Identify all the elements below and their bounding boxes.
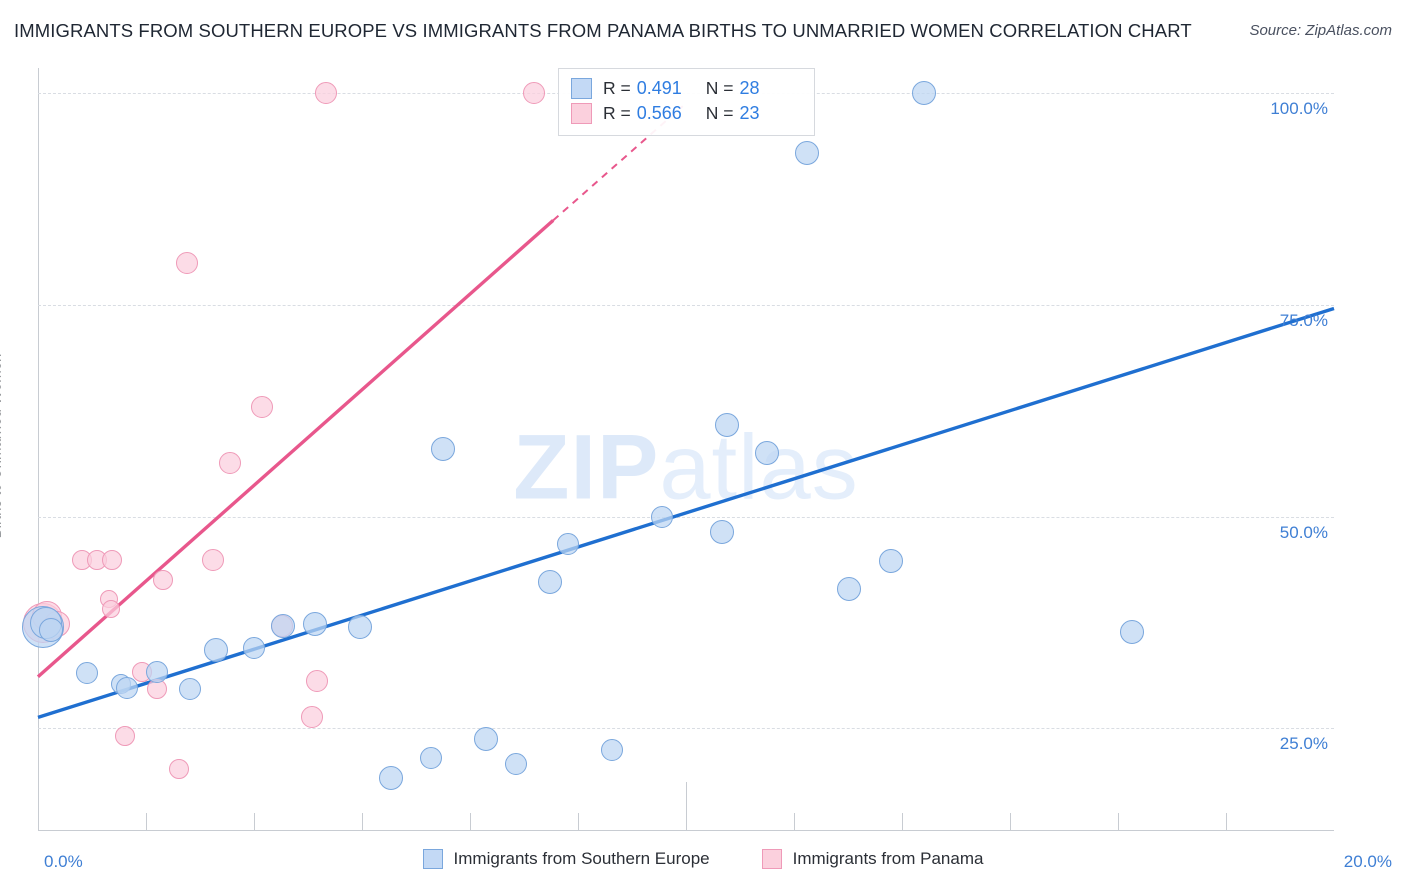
legend-label-panama: Immigrants from Panama: [792, 849, 984, 868]
data-point-southern-europe[interactable]: [1119, 619, 1144, 644]
stats-n-value: 28: [739, 78, 760, 98]
correlation-stats-box: R = 0.491 N = 28 R = 0.566 N = 23: [558, 68, 815, 136]
data-point-panama[interactable]: [250, 395, 273, 418]
y-axis-line: [38, 68, 39, 830]
data-point-southern-europe[interactable]: [420, 747, 443, 770]
data-point-southern-europe[interactable]: [651, 505, 674, 528]
stats-swatch-pink-icon: [571, 103, 592, 124]
data-point-southern-europe[interactable]: [504, 752, 527, 775]
trend-lines: [36, 105, 1335, 720]
legend-label-southern-europe: Immigrants from Southern Europe: [453, 849, 710, 868]
x-axis-tick: [1226, 813, 1227, 830]
stats-row: R = 0.491 N = 28: [571, 76, 804, 101]
trend-line-panama: [36, 219, 555, 679]
data-point-southern-europe[interactable]: [794, 140, 819, 165]
gridline: [38, 305, 1334, 307]
data-point-southern-europe[interactable]: [837, 576, 862, 601]
gridline: [38, 516, 1334, 518]
x-axis-tick: [902, 813, 903, 830]
data-point-southern-europe[interactable]: [146, 660, 169, 683]
data-point-panama[interactable]: [201, 548, 224, 571]
source-label: Source: ZipAtlas.com: [1249, 22, 1392, 39]
data-point-southern-europe[interactable]: [912, 81, 937, 106]
data-point-southern-europe[interactable]: [179, 678, 202, 701]
data-point-panama[interactable]: [101, 549, 122, 570]
stats-row: R = 0.566 N = 23: [571, 101, 804, 126]
data-point-southern-europe[interactable]: [38, 618, 63, 643]
data-point-southern-europe[interactable]: [714, 413, 739, 438]
data-point-panama[interactable]: [168, 759, 189, 780]
data-point-southern-europe[interactable]: [242, 636, 265, 659]
legend-swatch-blue-icon: [422, 849, 443, 869]
x-axis-line: [38, 830, 1334, 831]
data-point-panama[interactable]: [314, 82, 337, 105]
page-title: IMMIGRANTS FROM SOUTHERN EUROPE VS IMMIG…: [14, 20, 1192, 41]
data-point-southern-europe[interactable]: [878, 548, 903, 573]
data-point-southern-europe[interactable]: [379, 766, 404, 791]
x-axis-tick: [578, 813, 579, 830]
x-axis-tick: [686, 782, 687, 830]
data-point-southern-europe[interactable]: [204, 637, 229, 662]
x-axis-tick: [362, 813, 363, 830]
stats-n-key: N =: [705, 103, 734, 123]
trend-line-southern-europe: [37, 306, 1335, 720]
stats-r-key: R =: [603, 103, 631, 123]
y-axis-title: Births to Unmarried Women: [0, 353, 5, 539]
stats-r-value: 0.566: [636, 103, 682, 123]
x-axis-tick: [1118, 813, 1119, 830]
stats-r-key: R =: [603, 78, 631, 98]
data-point-southern-europe[interactable]: [431, 437, 455, 461]
legend-item-southern-europe[interactable]: Immigrants from Southern Europe: [422, 849, 710, 869]
data-point-panama[interactable]: [219, 451, 242, 474]
legend-item-panama[interactable]: Immigrants from Panama: [761, 849, 984, 869]
x-axis-tick: [1010, 813, 1011, 830]
data-point-panama[interactable]: [153, 570, 174, 591]
data-point-southern-europe[interactable]: [116, 676, 139, 699]
x-axis-tick: [146, 813, 147, 830]
stats-n-value: 23: [739, 103, 760, 123]
data-point-southern-europe[interactable]: [348, 614, 373, 639]
data-point-panama[interactable]: [523, 82, 546, 105]
y-axis-label: 25.0%: [1279, 734, 1328, 754]
x-axis-min-label: 0.0%: [44, 852, 83, 871]
x-axis-tick: [254, 813, 255, 830]
data-point-southern-europe[interactable]: [755, 441, 779, 466]
data-point-panama[interactable]: [306, 669, 329, 692]
data-point-panama[interactable]: [176, 251, 199, 274]
x-axis-tick: [794, 813, 795, 830]
stats-n-key: N =: [705, 78, 734, 98]
y-axis-label: 100.0%: [1270, 99, 1328, 119]
data-point-panama[interactable]: [114, 726, 135, 747]
y-axis-label: 75.0%: [1279, 311, 1328, 331]
data-point-southern-europe[interactable]: [537, 569, 562, 594]
stats-swatch-blue-icon: [571, 78, 592, 99]
data-point-southern-europe[interactable]: [709, 519, 734, 544]
data-point-southern-europe[interactable]: [270, 613, 295, 638]
x-axis-tick: [470, 813, 471, 830]
stats-r-value: 0.491: [636, 78, 682, 98]
y-axis-label: 50.0%: [1279, 522, 1328, 542]
gridline: [38, 728, 1334, 730]
data-point-panama[interactable]: [102, 600, 121, 619]
data-point-panama[interactable]: [301, 706, 324, 729]
data-point-southern-europe[interactable]: [601, 739, 624, 762]
data-point-southern-europe[interactable]: [557, 532, 580, 555]
series-legend: Immigrants from Southern Europe Immigran…: [0, 849, 1406, 869]
data-point-southern-europe[interactable]: [75, 661, 98, 684]
plot-area: ZIPatlas 25.0% 50.0% 75.0% 100.0%: [22, 68, 1335, 830]
x-axis-max-label: 20.0%: [1343, 852, 1392, 871]
data-point-southern-europe[interactable]: [474, 727, 499, 752]
data-point-southern-europe[interactable]: [302, 612, 327, 637]
legend-swatch-pink-icon: [761, 849, 782, 869]
